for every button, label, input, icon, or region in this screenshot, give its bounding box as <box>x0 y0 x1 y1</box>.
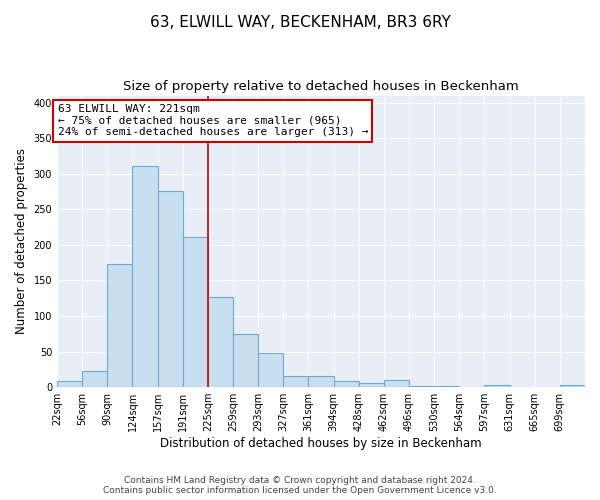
Bar <box>57 382 82 387</box>
X-axis label: Distribution of detached houses by size in Beckenham: Distribution of detached houses by size … <box>160 437 482 450</box>
Bar <box>560 385 585 387</box>
Bar <box>183 237 208 387</box>
Bar <box>283 376 308 387</box>
Bar <box>82 372 107 387</box>
Bar <box>359 383 384 387</box>
Bar <box>409 386 434 387</box>
Bar <box>434 386 459 387</box>
Bar <box>208 297 233 387</box>
Text: 63 ELWILL WAY: 221sqm
← 75% of detached houses are smaller (965)
24% of semi-det: 63 ELWILL WAY: 221sqm ← 75% of detached … <box>58 104 368 138</box>
Text: Contains HM Land Registry data © Crown copyright and database right 2024.
Contai: Contains HM Land Registry data © Crown c… <box>103 476 497 495</box>
Title: Size of property relative to detached houses in Beckenham: Size of property relative to detached ho… <box>123 80 519 93</box>
Bar <box>258 353 283 387</box>
Bar <box>384 380 409 387</box>
Bar <box>158 191 183 387</box>
Y-axis label: Number of detached properties: Number of detached properties <box>15 148 28 334</box>
Bar <box>133 166 158 387</box>
Bar <box>308 376 334 387</box>
Bar <box>334 382 359 387</box>
Bar <box>484 385 509 387</box>
Bar <box>233 334 258 387</box>
Bar <box>107 264 133 387</box>
Text: 63, ELWILL WAY, BECKENHAM, BR3 6RY: 63, ELWILL WAY, BECKENHAM, BR3 6RY <box>149 15 451 30</box>
